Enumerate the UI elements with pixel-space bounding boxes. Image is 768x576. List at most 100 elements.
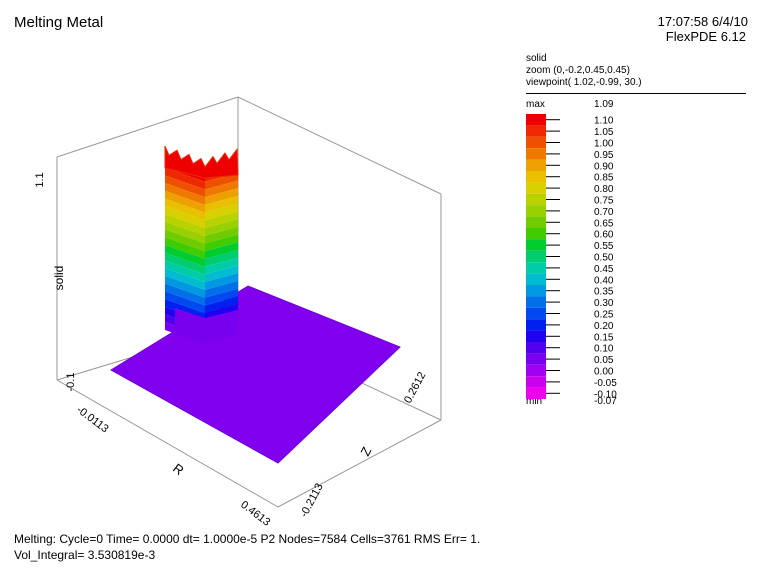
legend-max-value: 1.09 (594, 99, 614, 110)
r-axis-start-tick: -0.0113 (74, 404, 110, 436)
legend-swatch-14 (526, 273, 546, 285)
legend-level-label: 0.15 (594, 332, 614, 343)
solid-side-band-10 (205, 242, 238, 259)
frame-edge-1 (56, 96, 239, 158)
legend-swatch-4 (526, 159, 546, 171)
plot-title: Melting Metal (14, 14, 104, 31)
solid-side-band-13 (205, 265, 238, 283)
solid-front-band-6 (165, 206, 205, 229)
solid-front-band-12 (165, 252, 205, 275)
legend-swatch-2 (526, 136, 546, 149)
solid-front-band-7 (165, 214, 205, 236)
legend-swatch-8 (526, 205, 546, 217)
legend-level-label: 0.10 (594, 344, 614, 355)
z-axis-end-tick: 0.2612 (402, 370, 428, 405)
legend-swatch-6 (526, 182, 546, 194)
solid-top-edge (164, 145, 239, 179)
legend-level-label: 0.00 (594, 367, 614, 378)
legend-viewpoint: viewpoint( 1.02,-0.99, 30.) (526, 77, 642, 88)
z-axis-start-tick: -0.2113 (298, 482, 326, 520)
r-axis-label: R (170, 460, 187, 478)
legend-level-label: 0.95 (594, 150, 614, 161)
legend-divider (526, 93, 746, 94)
legend-min-label: min (526, 396, 543, 407)
solid-base (175, 308, 238, 344)
legend-level-label: 0.70 (594, 207, 614, 218)
frame-edge-3 (237, 96, 442, 195)
solid-side-band-2 (205, 180, 238, 198)
legend-level-label: 0.25 (594, 310, 614, 321)
solid-side-band-16 (205, 288, 238, 306)
legend-level-label: 0.90 (594, 161, 614, 172)
legend-swatch-20 (526, 342, 546, 354)
solid-side-band-15 (205, 280, 238, 298)
legend-swatch-17 (526, 307, 546, 320)
timestamp: 17:07:58 6/4/10 (657, 14, 748, 29)
legend-swatch-21 (526, 353, 546, 365)
solid-front-band-11 (165, 245, 205, 267)
legend-level-label: 0.55 (594, 241, 614, 252)
legend-swatch-24 (526, 387, 546, 399)
software-version: FlexPDE 6.12 (665, 29, 746, 44)
solid-front-band-4 (165, 190, 205, 213)
legend-level-label: 0.45 (594, 264, 614, 275)
solid-side-band-11 (205, 250, 238, 267)
legend-swatch-18 (526, 319, 546, 331)
legend-swatch-10 (526, 228, 546, 240)
legend-max-label: max (526, 99, 545, 110)
legend-level-label: 0.40 (594, 275, 614, 286)
legend-swatch-16 (526, 296, 546, 308)
solid-front-band-13 (165, 260, 205, 283)
solid-front-band-1 (165, 167, 205, 190)
surface (110, 145, 401, 464)
legend-level-label: 0.80 (594, 184, 614, 195)
solid-side-band-1 (205, 172, 238, 190)
vertical-axis-max-tick: 1.1 (34, 172, 46, 187)
solid-side-band-4 (205, 195, 238, 213)
status-line: Melting: Cycle=0 Time= 0.0000 dt= 1.0000… (14, 532, 481, 546)
legend-level-label: 1.00 (594, 139, 614, 150)
legend-swatch-23 (526, 376, 546, 388)
solid-front-band-14 (165, 268, 205, 290)
legend-swatch-13 (526, 262, 546, 274)
frame-edge-8 (277, 419, 442, 508)
r-axis-end-tick: 0.4613 (238, 499, 272, 529)
solid-side-band-5 (205, 203, 238, 221)
solid-side-band-12 (205, 257, 238, 275)
legend-swatch-1 (526, 125, 546, 137)
solid-front-band-2 (165, 175, 205, 198)
legend-swatch-5 (526, 171, 546, 183)
legend-variable: solid (526, 53, 547, 64)
legend-swatch-0 (526, 114, 546, 126)
color-legend: 1.101.051.000.950.900.850.800.750.700.65… (526, 114, 617, 400)
legend-swatch-19 (526, 330, 546, 342)
legend-level-label: 0.65 (594, 218, 614, 229)
frame-edge-7 (56, 379, 279, 508)
solid-front-band-17 (165, 291, 205, 314)
solid-front-band-8 (165, 221, 205, 244)
solid-side-band-8 (205, 226, 238, 244)
solid-front-band-15 (165, 275, 205, 298)
solid-side-band-6 (205, 211, 238, 229)
legend-level-label: 0.35 (594, 287, 614, 298)
legend-swatch-3 (526, 148, 546, 160)
legend-level-label: 1.05 (594, 127, 614, 138)
legend-zoom: zoom (0,-0.2,0.45,0.45) (526, 65, 630, 76)
solid-side-band-17 (205, 296, 238, 314)
solid-side-band-7 (205, 219, 238, 236)
vol-integral-line: Vol_Integral= 3.530819e-3 (14, 548, 156, 562)
legend-swatch-7 (526, 193, 546, 206)
solid-side-band-14 (205, 273, 238, 290)
legend-level-label: -0.05 (594, 378, 617, 389)
solid-side-band-9 (205, 234, 238, 252)
legend-level-label: -0.10 (594, 389, 617, 400)
legend-min-value: -0.07 (594, 396, 617, 407)
legend-level-label: 0.50 (594, 253, 614, 264)
legend-swatch-22 (526, 364, 546, 377)
legend-swatch-15 (526, 285, 546, 297)
solid-side-band-3 (205, 188, 238, 205)
legend-swatch-12 (526, 250, 546, 263)
solid-front-band-9 (165, 229, 205, 252)
vertical-axis-label: solid (52, 266, 66, 291)
